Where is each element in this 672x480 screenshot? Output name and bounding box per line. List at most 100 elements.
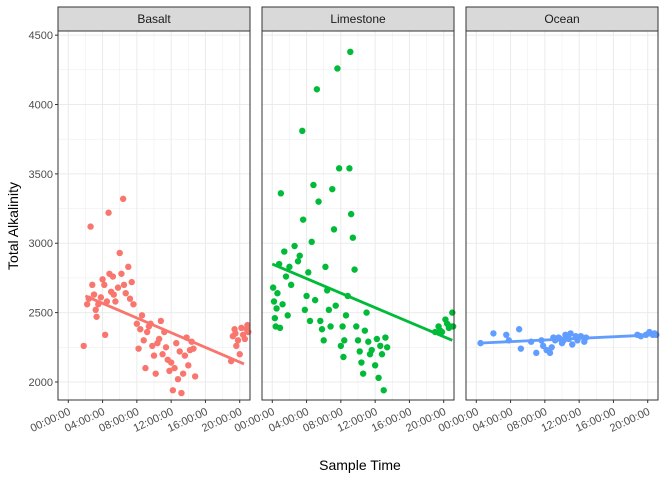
data-point: [334, 65, 341, 72]
data-point: [176, 348, 183, 355]
data-point: [118, 270, 125, 277]
data-point: [178, 389, 185, 397]
data-point: [274, 289, 281, 297]
data-point: [294, 258, 302, 265]
data-point: [142, 364, 149, 372]
data-point: [503, 331, 510, 339]
data-point: [169, 387, 177, 394]
data-point: [87, 223, 94, 230]
data-point: [185, 362, 192, 369]
x-tick-label: 20:00:00: [608, 406, 652, 435]
data-point: [515, 326, 523, 333]
data-point: [162, 344, 170, 351]
data-point: [533, 349, 540, 357]
data-point: [83, 301, 91, 308]
data-point: [130, 301, 137, 308]
x-axis-title: Sample Time: [319, 457, 401, 473]
data-point: [119, 195, 127, 203]
data-point: [150, 352, 158, 359]
data-point: [171, 364, 178, 372]
data-point: [349, 234, 357, 241]
data-point: [365, 338, 372, 345]
data-point: [315, 198, 322, 205]
data-point: [299, 127, 306, 135]
data-point: [234, 337, 242, 344]
data-point: [126, 295, 134, 302]
data-point: [179, 370, 187, 377]
data-point: [347, 210, 355, 218]
data-point: [269, 284, 277, 291]
facet-panels: Basalt00:00:0004:00:0008:00:0012:00:0016…: [29, 6, 660, 435]
panel-border: [465, 30, 659, 401]
facet-panel-ocean: Ocean00:00:0004:00:0008:00:0012:00:0016:…: [437, 6, 660, 435]
data-point: [279, 301, 286, 308]
data-point: [236, 351, 243, 358]
data-point: [291, 242, 298, 250]
data-point: [99, 276, 106, 283]
data-point: [233, 342, 240, 350]
data-point: [101, 331, 109, 339]
data-point: [287, 281, 295, 289]
facet-strip-label: Limestone: [330, 12, 386, 26]
data-point: [149, 342, 156, 350]
data-point: [337, 342, 345, 350]
data-point: [191, 373, 199, 380]
data-point: [378, 351, 386, 358]
data-point: [241, 335, 249, 343]
facet-strip-label: Basalt: [137, 12, 171, 26]
data-point: [335, 165, 343, 172]
data-point: [332, 302, 339, 309]
data-point: [105, 209, 112, 216]
data-point: [181, 352, 189, 359]
data-point: [311, 296, 319, 304]
data-point: [354, 337, 362, 344]
data-point: [569, 341, 576, 348]
data-point: [490, 330, 497, 337]
data-point: [359, 370, 367, 377]
data-point: [138, 312, 146, 319]
y-tick-label: 4000: [29, 100, 53, 112]
data-point: [296, 252, 303, 259]
data-point: [155, 335, 163, 343]
data-point: [157, 317, 165, 325]
data-point: [128, 278, 135, 286]
data-point: [346, 165, 353, 172]
data-point: [137, 326, 144, 333]
data-point: [313, 86, 321, 93]
data-point: [277, 190, 285, 197]
data-point: [299, 216, 307, 223]
data-point: [97, 294, 105, 301]
data-point: [308, 238, 315, 246]
data-point: [114, 284, 122, 291]
facet-strip-label: Ocean: [544, 12, 579, 26]
data-point: [437, 327, 444, 334]
data-point: [363, 309, 370, 316]
data-point: [353, 323, 360, 330]
data-point: [330, 226, 338, 233]
y-tick-label: 4500: [29, 30, 53, 42]
y-tick-label: 3000: [29, 238, 53, 250]
data-point: [232, 330, 239, 337]
data-point: [89, 281, 96, 289]
data-point: [347, 48, 354, 56]
facet-strip: [465, 6, 659, 32]
data-point: [92, 306, 99, 314]
data-point: [133, 320, 141, 327]
data-point: [282, 273, 290, 280]
data-point: [361, 327, 369, 334]
data-point: [112, 298, 119, 305]
data-point: [238, 324, 245, 332]
data-point: [383, 344, 391, 351]
data-point: [382, 334, 389, 341]
data-point: [449, 323, 457, 330]
data-point: [303, 292, 310, 300]
data-point: [375, 374, 382, 382]
data-point: [340, 353, 347, 361]
data-point: [449, 309, 456, 316]
data-point: [356, 348, 363, 355]
data-point: [167, 359, 175, 366]
data-point: [159, 351, 166, 358]
data-point: [270, 298, 278, 305]
trend-line: [271, 262, 453, 342]
